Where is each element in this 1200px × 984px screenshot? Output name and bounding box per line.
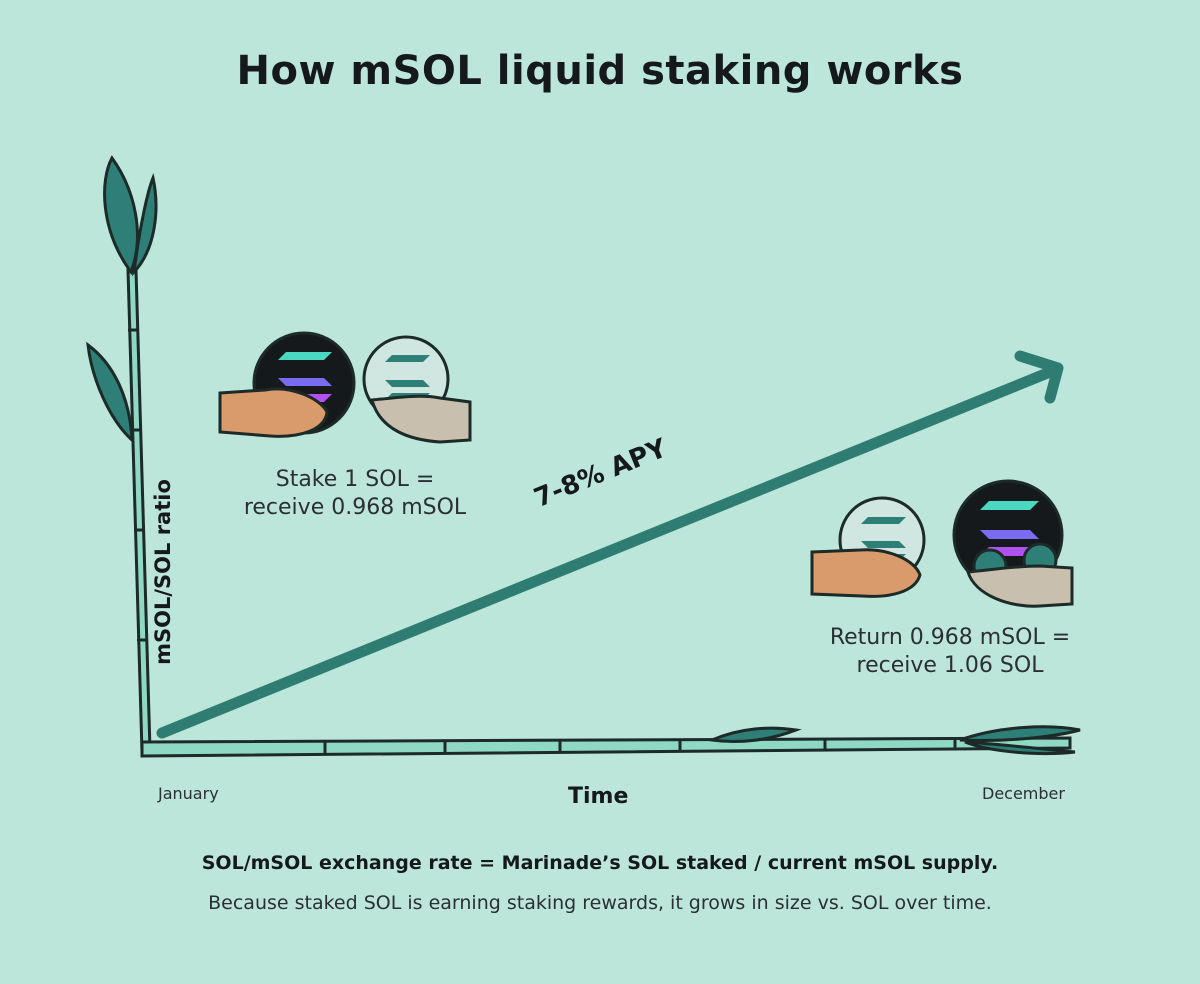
return-caption-line2: receive 1.06 SOL [856, 653, 1044, 678]
hand-tan-icon [218, 387, 329, 438]
y-axis-label: mSOL/SOL ratio [150, 479, 175, 665]
return-illustration [810, 479, 1074, 608]
x-tick-end: December [982, 784, 1065, 803]
return-caption: Return 0.968 mSOL = receive 1.06 SOL [800, 624, 1100, 680]
hand-grey-icon [966, 564, 1074, 608]
page-title: How mSOL liquid staking works [236, 48, 964, 94]
stake-caption-line1: Stake 1 SOL = [275, 467, 435, 492]
stake-caption: Stake 1 SOL = receive 0.968 mSOL [220, 466, 490, 522]
growth-arrow [156, 350, 1064, 739]
stake-illustration [218, 331, 472, 444]
hand-grey-icon [370, 394, 472, 444]
footer-note: Because staked SOL is earning staking re… [208, 892, 992, 914]
x-axis-label: Time [568, 784, 629, 809]
bamboo-x-axis [140, 736, 1072, 758]
x-tick-start: January [158, 784, 219, 803]
footer-formula: SOL/mSOL exchange rate = Marinade’s SOL … [201, 852, 999, 874]
bamboo-y-axis [126, 268, 152, 754]
return-caption-line1: Return 0.968 mSOL = [829, 625, 1071, 650]
bamboo-leaf-icon [706, 725, 1081, 756]
stake-caption-line2: receive 0.968 mSOL [243, 495, 467, 520]
bamboo-leaf-icon [86, 155, 158, 444]
hand-tan-icon [810, 548, 922, 598]
